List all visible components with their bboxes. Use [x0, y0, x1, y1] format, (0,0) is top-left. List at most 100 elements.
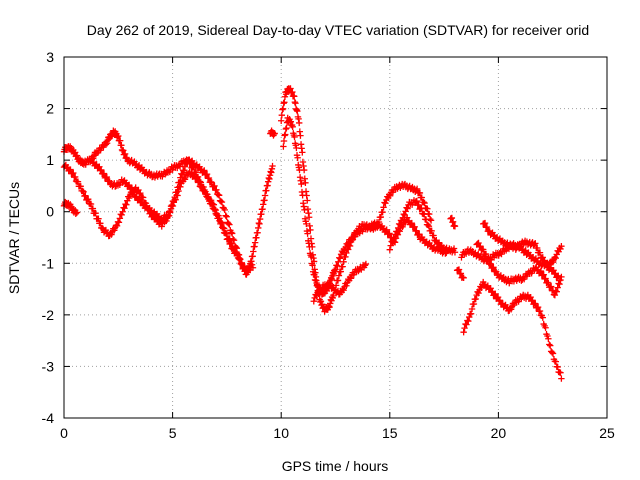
- data-point: [554, 363, 561, 371]
- data-point: [342, 253, 349, 261]
- data-point: [450, 245, 458, 252]
- data-point: [226, 235, 233, 242]
- data-point: [203, 170, 211, 178]
- data-point: [125, 181, 133, 189]
- data-point: [490, 264, 497, 271]
- series-track-c: [60, 198, 81, 217]
- x-tick-label: 25: [599, 425, 615, 441]
- data-point: [466, 313, 473, 321]
- chart-title: Day 262 of 2019, Sidereal Day-to-day VTE…: [87, 22, 589, 38]
- data-point: [185, 156, 192, 163]
- data-point: [111, 227, 118, 234]
- data-point: [103, 173, 111, 181]
- data-point: [548, 349, 556, 356]
- data-point: [335, 272, 343, 279]
- data-point: [332, 266, 339, 273]
- data-point: [401, 211, 408, 219]
- data-point: [181, 163, 189, 170]
- x-axis-title: GPS time / hours: [282, 458, 389, 474]
- data-point: [166, 209, 174, 216]
- data-point: [396, 221, 404, 228]
- data-point: [296, 166, 303, 174]
- data-point: [386, 192, 394, 200]
- data-point: [158, 223, 165, 230]
- data-point: [307, 226, 314, 234]
- data-point: [545, 279, 552, 287]
- data-point: [394, 224, 402, 232]
- data-point: [420, 198, 427, 206]
- data-point: [334, 262, 341, 270]
- data-point: [482, 250, 490, 258]
- data-point: [308, 253, 315, 261]
- data-point: [225, 220, 232, 227]
- data-point: [552, 254, 560, 262]
- data-point: [549, 258, 557, 266]
- data-point: [428, 227, 435, 235]
- data-point: [451, 223, 459, 230]
- data-point: [510, 301, 518, 309]
- data-points: [60, 85, 565, 382]
- data-point: [557, 276, 564, 284]
- data-point: [298, 180, 305, 188]
- data-point: [280, 143, 287, 150]
- data-point: [291, 93, 298, 100]
- data-point: [177, 183, 184, 191]
- series-track-i: [386, 197, 459, 256]
- data-point: [467, 310, 475, 317]
- data-point: [208, 200, 216, 207]
- series-track-m: [473, 239, 565, 299]
- data-point: [123, 201, 130, 208]
- data-point: [98, 224, 106, 232]
- data-point: [201, 167, 208, 174]
- data-point: [174, 192, 181, 199]
- data-point: [125, 194, 133, 202]
- data-point: [187, 160, 194, 167]
- data-point: [386, 230, 393, 237]
- data-point: [536, 268, 544, 276]
- series-track-l: [460, 278, 565, 382]
- data-point: [89, 205, 97, 212]
- data-point: [228, 240, 235, 247]
- data-point: [169, 202, 177, 210]
- data-point: [139, 194, 147, 201]
- data-point: [424, 205, 431, 212]
- data-point: [461, 324, 468, 332]
- data-point: [299, 192, 306, 199]
- data-point: [402, 219, 409, 226]
- data-point: [304, 230, 311, 237]
- data-point: [547, 283, 555, 290]
- data-point: [269, 162, 276, 170]
- series-track-e: [267, 127, 278, 139]
- data-point: [557, 369, 564, 376]
- data-point: [130, 189, 138, 196]
- data-point: [416, 230, 423, 238]
- data-point: [421, 211, 428, 218]
- data-point: [343, 282, 350, 289]
- data-point: [220, 225, 228, 232]
- data-point: [205, 174, 213, 182]
- data-point: [451, 249, 459, 256]
- data-point: [424, 221, 432, 229]
- series-track-a: [60, 127, 276, 278]
- data-point: [97, 220, 104, 227]
- data-point: [85, 195, 92, 203]
- data-point: [470, 300, 478, 308]
- data-point: [191, 171, 198, 178]
- data-point: [555, 272, 562, 279]
- data-point: [460, 274, 467, 282]
- data-point: [492, 290, 499, 298]
- data-point: [542, 275, 549, 282]
- data-point: [507, 306, 515, 313]
- data-point: [542, 324, 549, 331]
- data-point: [413, 227, 420, 234]
- data-point: [215, 191, 222, 198]
- data-point: [115, 219, 123, 226]
- data-point: [299, 149, 306, 156]
- data-point: [382, 200, 389, 207]
- data-point: [304, 197, 311, 204]
- data-point: [336, 255, 344, 262]
- data-point: [413, 185, 421, 193]
- data-point: [211, 182, 218, 190]
- data-point: [67, 166, 74, 173]
- data-point: [532, 240, 539, 247]
